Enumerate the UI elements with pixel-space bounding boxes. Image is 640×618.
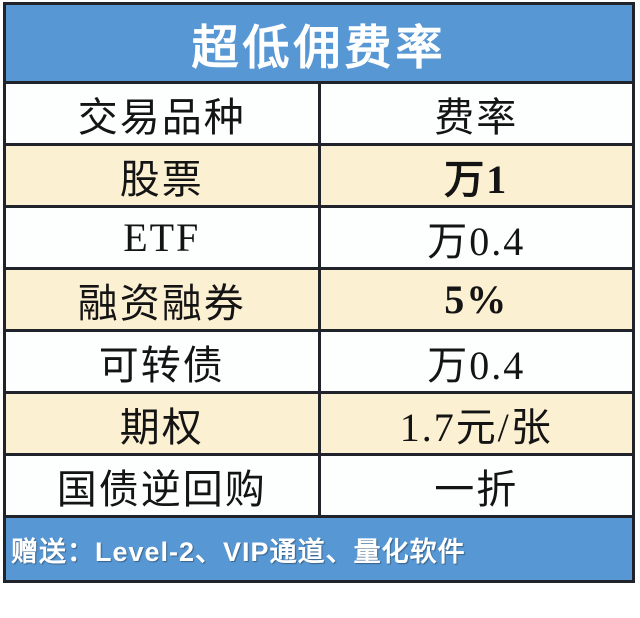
cell-rate: 1.7元/张 (317, 391, 635, 456)
table-row-etf: ETF 万0.4 (3, 205, 635, 270)
fee-table: 交易品种 费率 股票 万1 ETF 万0.4 融资融券 5% 可转债 万0.4 … (3, 81, 635, 518)
cell-rate: 万0.4 (317, 329, 635, 394)
cell-product: 股票 (3, 143, 321, 208)
cell-product: 融资融券 (3, 267, 321, 332)
cell-rate: 万0.4 (317, 205, 635, 270)
title-banner: 超低佣费率 (3, 2, 635, 84)
table-row-convertible-bonds: 可转债 万0.4 (3, 329, 635, 394)
footer-bonus-text: 赠送：Level-2、VIP通道、量化软件 (11, 536, 466, 567)
page-title: 超低佣费率 (191, 22, 447, 75)
table-row-stocks: 股票 万1 (3, 143, 635, 208)
cell-rate-highlighted: 5% (317, 267, 635, 332)
table-row-treasury-reverse-repo: 国债逆回购 一折 (3, 453, 635, 518)
cell-product: ETF (3, 205, 321, 270)
table-header-row: 交易品种 费率 (3, 81, 635, 146)
cell-product: 可转债 (3, 329, 321, 394)
footer-banner: 赠送：Level-2、VIP通道、量化软件 (3, 515, 635, 583)
table-row-options: 期权 1.7元/张 (3, 391, 635, 456)
table-row-margin-trading: 融资融券 5% (3, 267, 635, 332)
column-header-product: 交易品种 (3, 81, 321, 146)
cell-rate-highlighted: 万1 (317, 143, 635, 208)
cell-rate: 一折 (317, 453, 635, 518)
cell-product: 国债逆回购 (3, 453, 321, 518)
cell-product: 期权 (3, 391, 321, 456)
column-header-rate: 费率 (317, 81, 635, 146)
